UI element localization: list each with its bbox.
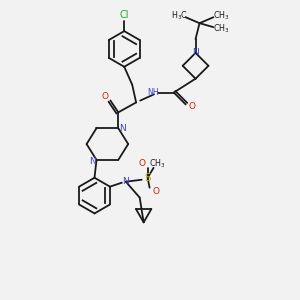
Text: O: O	[152, 187, 159, 196]
Text: N: N	[89, 158, 96, 166]
Text: H$_3$C: H$_3$C	[171, 9, 188, 22]
Text: O: O	[102, 92, 109, 101]
Text: S: S	[144, 173, 151, 183]
Text: O: O	[188, 102, 195, 111]
Text: O: O	[138, 159, 145, 168]
Text: CH$_3$: CH$_3$	[149, 158, 166, 170]
Text: CH$_3$: CH$_3$	[213, 9, 230, 22]
Text: N: N	[119, 124, 126, 133]
Text: CH$_3$: CH$_3$	[213, 23, 230, 35]
Text: N: N	[192, 48, 199, 57]
Text: Cl: Cl	[119, 10, 129, 20]
Text: NH: NH	[147, 88, 159, 97]
Text: N: N	[122, 177, 129, 186]
